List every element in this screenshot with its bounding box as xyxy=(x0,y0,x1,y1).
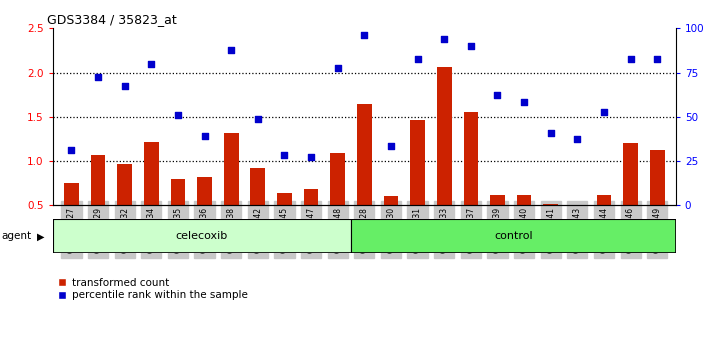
Bar xyxy=(384,196,398,205)
Bar xyxy=(437,67,451,205)
Point xyxy=(65,148,77,153)
Bar xyxy=(64,183,79,205)
Text: control: control xyxy=(494,231,533,241)
Point xyxy=(572,136,583,142)
Text: GDS3384 / 35823_at: GDS3384 / 35823_at xyxy=(46,13,176,26)
Bar xyxy=(351,219,676,253)
Bar xyxy=(53,219,351,253)
Bar xyxy=(224,133,239,205)
Point xyxy=(306,154,317,159)
Point xyxy=(545,130,556,136)
Bar xyxy=(650,150,665,205)
Point xyxy=(625,57,636,62)
Point xyxy=(119,83,130,89)
Bar xyxy=(197,177,212,205)
Point xyxy=(199,133,210,139)
Point xyxy=(652,57,663,62)
Point xyxy=(92,74,103,80)
Text: ▶: ▶ xyxy=(37,231,45,241)
Point xyxy=(492,92,503,98)
Point xyxy=(172,112,184,118)
Bar xyxy=(543,204,558,205)
Bar xyxy=(303,188,318,205)
Bar xyxy=(517,195,532,205)
Bar xyxy=(118,164,132,205)
Bar xyxy=(251,168,265,205)
Bar xyxy=(357,104,372,205)
Point xyxy=(385,143,396,149)
Text: agent: agent xyxy=(1,231,32,241)
Point xyxy=(225,48,237,53)
Bar xyxy=(144,143,158,205)
Point xyxy=(412,57,423,62)
Point xyxy=(279,152,290,158)
Point xyxy=(439,36,450,42)
Point xyxy=(465,43,477,49)
Bar xyxy=(463,113,478,205)
Text: celecoxib: celecoxib xyxy=(176,231,228,241)
Bar xyxy=(623,143,638,205)
Bar xyxy=(596,195,611,205)
Point xyxy=(518,99,529,105)
Point xyxy=(146,61,157,67)
Bar xyxy=(277,193,291,205)
Bar xyxy=(410,120,425,205)
Point xyxy=(598,110,610,115)
Point xyxy=(358,33,370,38)
Point xyxy=(252,117,263,122)
Bar xyxy=(91,155,106,205)
Bar xyxy=(330,153,345,205)
Bar xyxy=(170,179,185,205)
Bar xyxy=(490,195,505,205)
Legend: transformed count, percentile rank within the sample: transformed count, percentile rank withi… xyxy=(58,278,247,301)
Point xyxy=(332,65,344,71)
